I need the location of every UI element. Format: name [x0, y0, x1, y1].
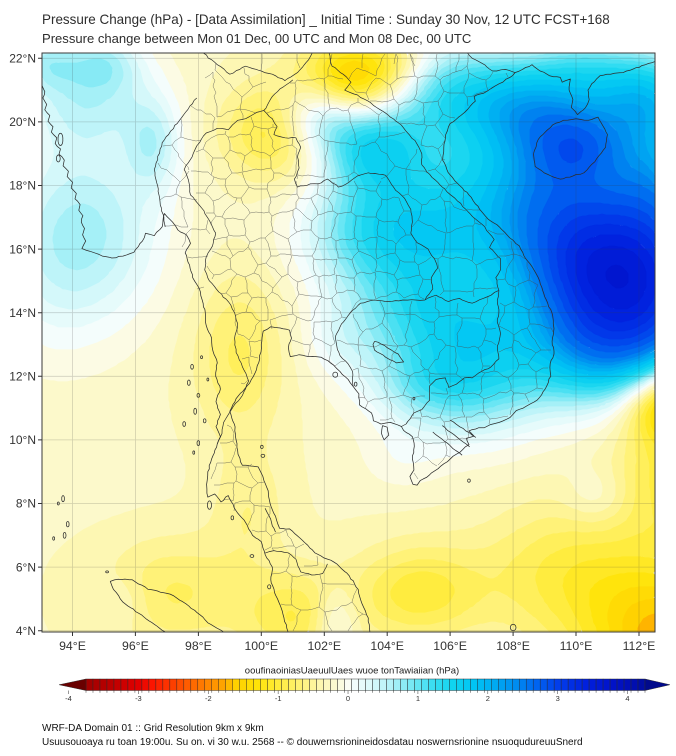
svg-text:WRF-DA Domain 01 :: Grid Resol: WRF-DA Domain 01 :: Grid Resolution 9km …	[42, 723, 264, 734]
svg-text:98°E: 98°E	[185, 639, 212, 653]
svg-text:0: 0	[346, 694, 350, 703]
svg-text:108°E: 108°E	[496, 639, 530, 653]
svg-text:4°N: 4°N	[16, 624, 36, 638]
svg-text:Pressure Change (hPa) - [Data: Pressure Change (hPa) - [Data Assimilati…	[42, 12, 610, 27]
svg-text:3: 3	[556, 694, 560, 703]
svg-text:-1: -1	[275, 694, 282, 703]
svg-text:22°N: 22°N	[9, 52, 36, 66]
svg-text:20°N: 20°N	[9, 115, 36, 129]
svg-text:2: 2	[486, 694, 490, 703]
svg-text:102°E: 102°E	[307, 639, 341, 653]
svg-text:94°E: 94°E	[59, 639, 86, 653]
svg-text:Pressure change between Mon 01: Pressure change between Mon 01 Dec, 00 U…	[42, 31, 471, 46]
svg-text:112°E: 112°E	[623, 639, 656, 653]
svg-text:-3: -3	[135, 694, 142, 703]
svg-text:8°N: 8°N	[16, 497, 36, 511]
svg-text:6°N: 6°N	[16, 560, 36, 574]
svg-text:104°E: 104°E	[370, 639, 404, 653]
svg-text:4: 4	[625, 694, 629, 703]
svg-text:18°N: 18°N	[9, 179, 36, 193]
svg-text:-2: -2	[205, 694, 212, 703]
svg-text:ooufinaoiniasUaeuulUaes wuoe t: ooufinaoiniasUaeuulUaes wuoe tonTawiaiia…	[245, 666, 459, 677]
svg-text:16°N: 16°N	[9, 242, 36, 256]
svg-text:110°E: 110°E	[560, 639, 593, 653]
svg-text:106°E: 106°E	[433, 639, 467, 653]
svg-text:100°E: 100°E	[244, 639, 278, 653]
svg-text:10°N: 10°N	[9, 433, 36, 447]
svg-text:96°E: 96°E	[122, 639, 149, 653]
svg-text:-4: -4	[65, 694, 72, 703]
svg-text:1: 1	[416, 694, 420, 703]
svg-text:Usuusouoaya ru toan 19:00u. Su: Usuusouoaya ru toan 19:00u. Su on. vi 30…	[42, 737, 583, 748]
svg-text:14°N: 14°N	[9, 306, 36, 320]
svg-text:12°N: 12°N	[9, 370, 36, 384]
